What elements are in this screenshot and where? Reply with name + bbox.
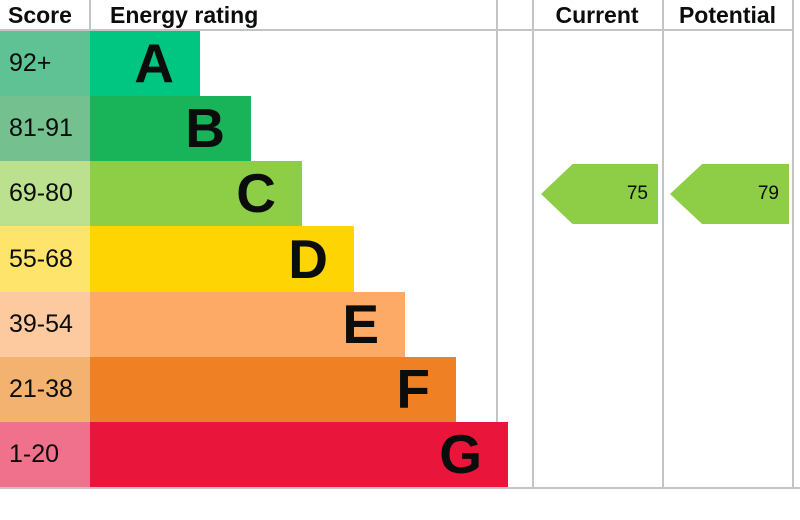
band-row-f: 21-38 F [0,357,800,422]
band-letter-e: E [342,293,379,355]
potential-rating-value: 79 [757,183,779,204]
score-column-header: Score [8,2,72,28]
band-bar-d: D [90,226,354,292]
score-range-label: 69-80 [9,179,73,207]
band-row-c: 69-80 C [0,161,800,226]
score-range-label: 21-38 [9,375,73,403]
energy-rating-column-header: Energy rating [110,2,259,28]
band-row-a: 92+ A [0,31,800,96]
score-range-cell-b: 81-91 [0,96,90,161]
score-range-label: 55-68 [9,244,73,273]
band-letter-a: A [134,32,174,94]
score-range-cell-f: 21-38 [0,357,90,422]
grid-line-vertical-potential [662,0,664,489]
score-range-cell-e: 39-54 [0,292,90,357]
band-bar-g: G [90,422,508,487]
band-row-d: 55-68 D [0,226,800,292]
grid-line-vertical-right [792,0,794,489]
potential-column-header: Potential [678,2,777,28]
grid-line-vertical-rating-end [496,0,498,489]
score-range-cell-c: 69-80 [0,161,90,226]
score-range-label: 92+ [9,49,52,77]
band-row-b: 81-91 B [0,96,800,161]
band-letter-c: C [236,162,276,224]
current-column-header: Current [555,2,639,28]
grid-line-vertical-current [532,0,534,489]
band-bar-b: B [90,96,251,161]
score-range-cell-a: 92+ [0,31,90,96]
band-row-e: 39-54 E [0,292,800,357]
band-letter-d: D [288,227,328,290]
score-range-label: 1-20 [9,440,60,468]
score-range-cell-d: 55-68 [0,226,90,292]
score-range-cell-g: 1-20 [0,422,90,487]
score-range-label: 39-54 [9,310,73,338]
band-letter-f: F [396,358,430,420]
band-letter-g: G [439,423,482,485]
band-bar-c: C [90,161,302,226]
current-rating-value: 75 [626,183,648,204]
band-bar-e: E [90,292,405,357]
score-range-label: 81-91 [9,114,73,142]
band-letter-b: B [185,97,225,159]
grid-line-chart-bottom [0,487,800,489]
band-bar-f: F [90,357,456,422]
band-row-g: 1-20 G [0,422,800,487]
grid-line-header-bottom [0,29,794,31]
band-bar-a: A [90,31,200,96]
